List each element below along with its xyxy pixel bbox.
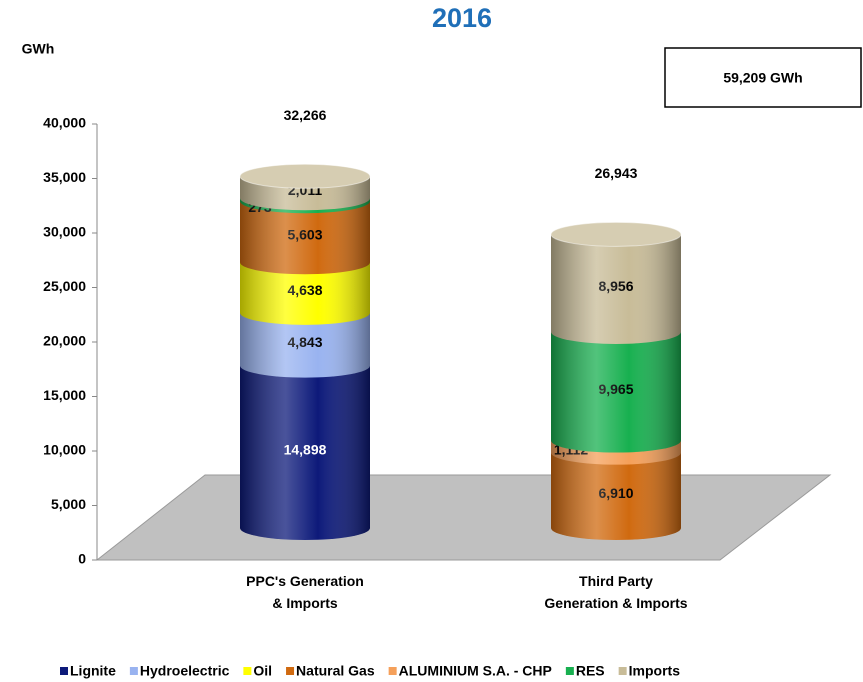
cylinder-top-highlight	[551, 222, 681, 247]
cylinder-top	[550, 221, 682, 247]
y-tick-label: 30,000	[43, 224, 86, 240]
y-tick-label: 10,000	[43, 442, 86, 458]
x-tick-label: Third Party Generation & Imports	[544, 573, 687, 611]
annotation: 59,209 GWh	[723, 70, 802, 86]
y-axis-label: GWh	[22, 41, 55, 57]
y-tick-label: 20,000	[43, 333, 86, 349]
total-label: 26,943	[595, 165, 638, 181]
y-tick-label: 15,000	[43, 387, 86, 403]
legend-swatch	[60, 667, 68, 675]
cylinder-top	[239, 163, 371, 189]
legend-label: Natural Gas	[296, 663, 375, 679]
legend-swatch	[286, 667, 295, 675]
legend-swatch	[129, 667, 138, 675]
y-tick-label: 5,000	[51, 496, 86, 512]
floor	[95, 474, 832, 561]
legend-swatch	[618, 667, 627, 675]
y-tick-label: 35,000	[43, 169, 86, 185]
legend-swatch	[243, 667, 252, 675]
legend-label: ALUMINIUM S.A. - CHP	[399, 663, 552, 679]
legend-label: Hydroelectric	[140, 663, 230, 679]
cylinder-shade	[551, 234, 681, 541]
legend-swatch	[565, 667, 574, 675]
total-label: 32,266	[284, 107, 327, 123]
x-tick-label: PPC's Generation & Imports	[246, 573, 364, 611]
legend-label: RES	[576, 663, 605, 679]
y-tick-label: 0	[78, 551, 86, 567]
cylinder-top-highlight	[240, 164, 370, 189]
legend-label: Oil	[253, 663, 272, 679]
legend-label: Lignite	[70, 663, 116, 679]
cylinder-shade	[240, 176, 370, 540]
y-tick-label: 25,000	[43, 278, 86, 294]
legend-swatch	[388, 667, 397, 675]
y-tick-label: 40,000	[43, 115, 86, 131]
legend-label: Imports	[629, 663, 681, 679]
chart-title: 2016	[432, 3, 492, 33]
annotation-box	[664, 47, 862, 108]
